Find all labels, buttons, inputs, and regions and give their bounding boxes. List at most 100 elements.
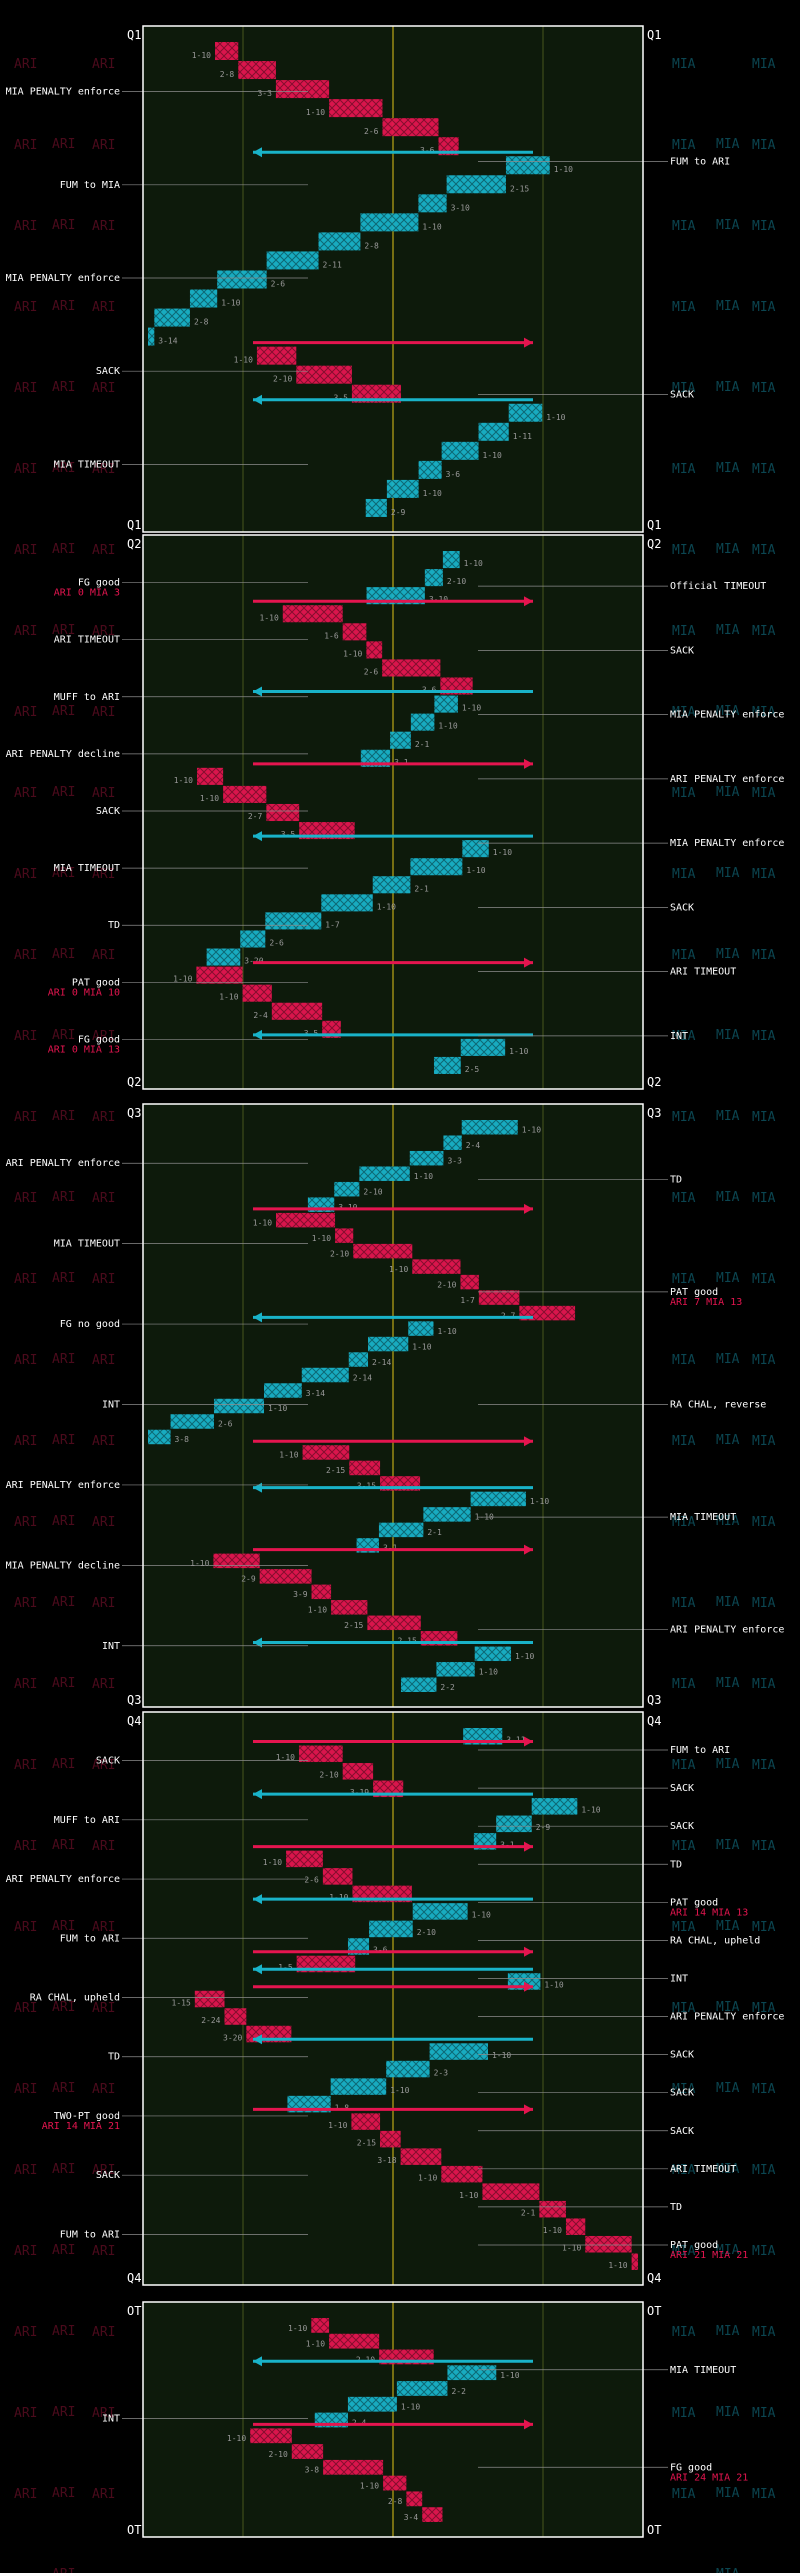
play-down-distance: 2-6 <box>269 939 284 948</box>
play-bar <box>311 2318 330 2333</box>
play-down-distance: 1-10 <box>437 1327 456 1336</box>
quarter-label-top-right: Q4 <box>647 1714 661 1728</box>
team-watermark: ARI <box>14 57 37 72</box>
play-down-distance: 3-3 <box>447 1156 462 1165</box>
team-watermark: ARI <box>14 138 37 153</box>
team-watermark: ARI <box>14 1353 37 1368</box>
team-watermark: MIA <box>716 2243 740 2258</box>
drive-arrowhead <box>253 1637 262 1648</box>
team-watermark: MIA <box>672 1839 696 1854</box>
team-watermark: MIA <box>672 2082 696 2097</box>
play-down-distance: 2-8 <box>194 318 209 327</box>
team-watermark: MIA <box>716 785 740 800</box>
team-watermark: MIA <box>752 300 776 315</box>
event-label-left: MIA PENALTY decline <box>6 1560 120 1571</box>
team-watermark: ARI <box>52 1838 75 1853</box>
team-watermark: ARI <box>92 1272 115 1287</box>
play-down-distance: 1-10 <box>422 222 441 231</box>
drive-arrowhead <box>524 957 533 968</box>
drive-arrowhead <box>253 1964 262 1975</box>
team-watermark: MIA <box>716 2081 740 2096</box>
team-watermark: ARI <box>52 542 75 557</box>
team-watermark: ARI <box>14 1434 37 1449</box>
play-down-distance: 2-6 <box>218 1420 233 1429</box>
play-bar <box>539 2200 566 2218</box>
play-bar <box>442 551 460 569</box>
play-down-distance: 1-10 <box>276 1753 295 1762</box>
team-watermark: MIA <box>716 2000 740 2015</box>
event-label-right: SACK <box>670 645 694 656</box>
play-bar <box>441 441 479 460</box>
team-watermark: ARI <box>14 624 37 639</box>
play-down-distance: 2-3 <box>434 2068 449 2077</box>
play-bar <box>353 1243 413 1259</box>
play-down-distance: 2-10 <box>363 1187 382 1196</box>
team-watermark: ARI <box>92 219 115 234</box>
play-bar <box>259 1569 312 1584</box>
team-watermark: MIA <box>752 1596 776 1611</box>
play-bar <box>250 2428 292 2444</box>
play-bar <box>441 2165 483 2183</box>
play-bar <box>148 1429 171 1445</box>
play-bar <box>170 1414 214 1429</box>
panel-border <box>142 25 644 533</box>
event-label-right: INT <box>670 1973 688 1984</box>
team-watermark: ARI <box>14 2325 37 2340</box>
play-down-distance: 1-10 <box>492 2051 511 2060</box>
event-label-right: ARI PENALTY enforce <box>670 774 784 785</box>
team-watermark: ARI <box>52 1352 75 1367</box>
play-bar <box>301 1367 349 1383</box>
play-down-distance: 2-1 <box>415 740 430 749</box>
play-down-distance: 2-10 <box>330 1249 349 1258</box>
play-bar <box>265 912 322 930</box>
team-watermark: MIA <box>752 462 776 477</box>
team-watermark: ARI <box>92 1920 115 1935</box>
quarter-label-top-left: Q4 <box>127 1714 141 1728</box>
play-bar <box>351 2113 381 2130</box>
team-watermark: MIA <box>752 786 776 801</box>
play-down-distance: 3-20 <box>223 2033 242 2042</box>
team-watermark: ARI <box>92 462 115 477</box>
team-watermark: MIA <box>752 624 776 639</box>
team-watermark: ARI <box>92 300 115 315</box>
team-watermark: ARI <box>14 1758 37 1773</box>
play-bar <box>342 623 367 641</box>
play-down-distance: 3-8 <box>175 1435 190 1444</box>
play-down-distance: 1-10 <box>253 1218 272 1227</box>
play-down-distance: 2-10 <box>319 1771 338 1780</box>
team-watermark: ARI <box>14 1920 37 1935</box>
team-watermark: MIA <box>672 1353 696 1368</box>
play-bar <box>223 785 267 803</box>
team-watermark: MIA <box>716 1676 740 1691</box>
play-bar <box>331 1600 368 1615</box>
team-watermark: MIA <box>672 1596 696 1611</box>
play-down-distance: 1-10 <box>234 356 253 365</box>
team-watermark: ARI <box>52 704 75 719</box>
team-watermark: ARI <box>14 2244 37 2259</box>
event-label-left: TD <box>108 2052 120 2063</box>
team-watermark: MIA <box>716 2405 740 2420</box>
play-down-distance: 2-1 <box>521 2208 536 2217</box>
play-down-distance: 2-10 <box>273 375 292 384</box>
team-watermark: ARI <box>92 705 115 720</box>
team-watermark: MIA <box>672 543 696 558</box>
team-watermark: ARI <box>52 2000 75 2015</box>
team-watermark: ARI <box>52 623 75 638</box>
team-watermark: MIA <box>672 2406 696 2421</box>
team-watermark: MIA <box>716 866 740 881</box>
play-down-distance: 1-11 <box>513 432 532 441</box>
team-watermark: ARI <box>52 137 75 152</box>
play-bar <box>240 930 266 948</box>
quarter-label-bottom-left: Q1 <box>127 518 141 532</box>
team-watermark: MIA <box>752 1434 776 1449</box>
event-label-left: FUM to MIA <box>60 180 120 191</box>
play-down-distance: 1-10 <box>192 51 211 60</box>
team-watermark: MIA <box>716 542 740 557</box>
play-bar <box>322 1868 353 1885</box>
score-label-right: ARI 21 MIA 21 <box>670 2250 748 2261</box>
play-down-distance: 1-10 <box>423 489 442 498</box>
play-down-distance: 2-9 <box>536 1823 551 1832</box>
event-label-right: RA CHAL, reverse <box>670 1400 766 1411</box>
event-label-left: ARI PENALTY enforce <box>6 1874 120 1885</box>
event-label-right: PAT good <box>670 2240 718 2251</box>
